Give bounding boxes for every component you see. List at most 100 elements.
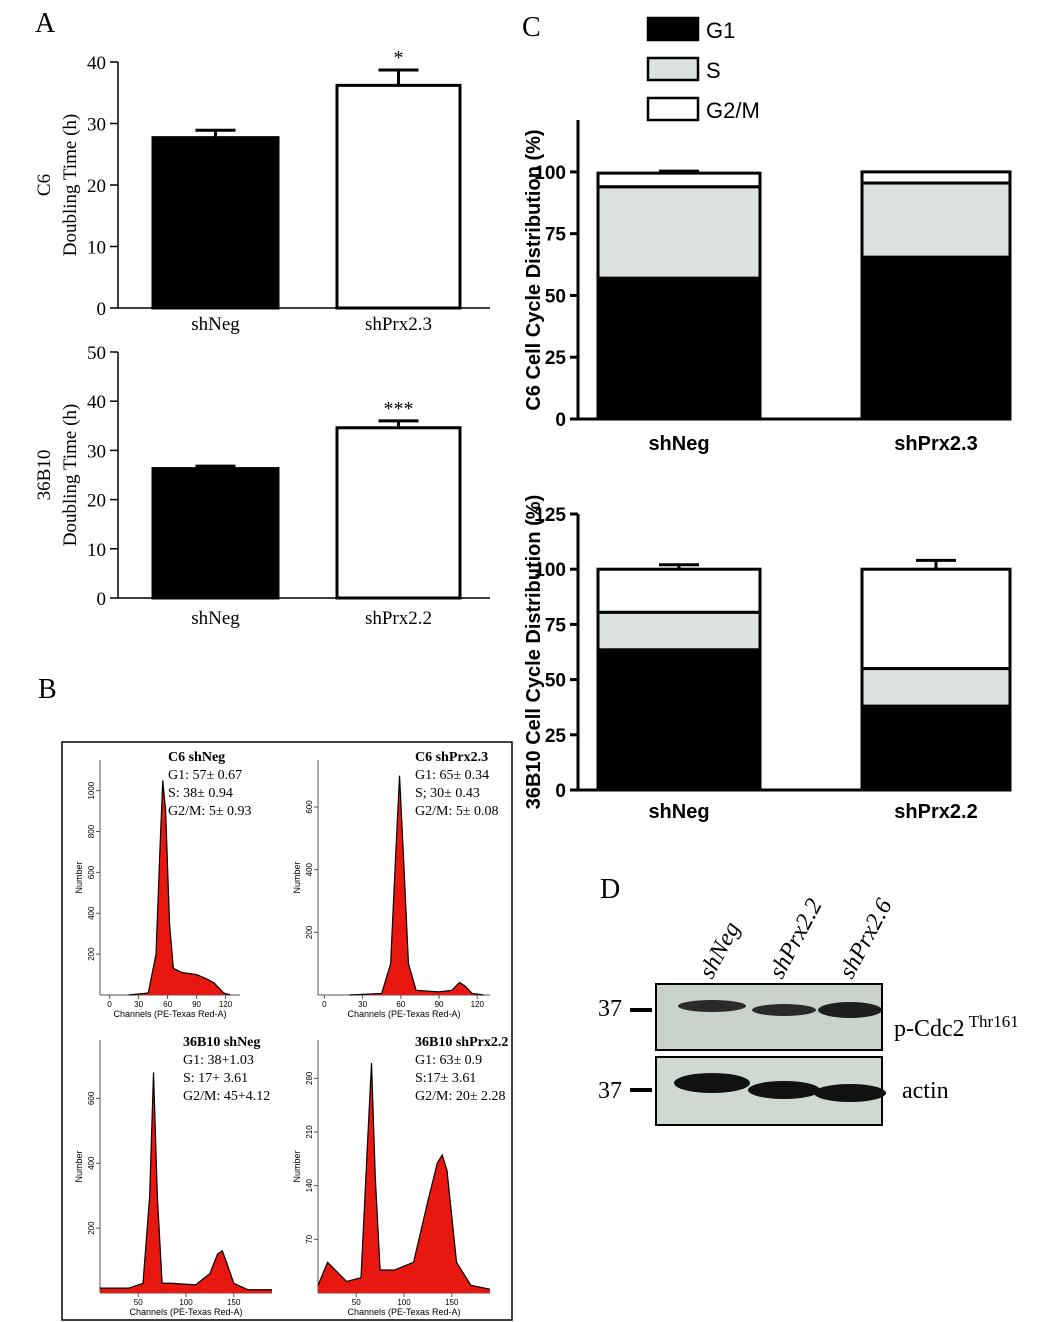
y-tick-label: 0 — [97, 589, 107, 610]
y-tick-label: 50 — [87, 343, 106, 364]
flow-stat: G1: 57± 0.67 — [168, 768, 242, 783]
bar-segment — [860, 667, 1012, 708]
legend-swatch — [646, 96, 700, 122]
flow-stat: G2/M: 5± 0.93 — [168, 804, 252, 819]
band — [748, 1081, 820, 1099]
flow-stat: S:17± 3.61 — [415, 1071, 476, 1086]
annotation: *** — [384, 398, 414, 420]
y-tick-label: 70 — [305, 1234, 314, 1243]
x-tick-label: 100 — [179, 1298, 193, 1307]
y-tick-label: 200 — [87, 947, 96, 961]
panel-b-frame — [61, 741, 513, 1321]
marker-label: 37 — [598, 1078, 622, 1104]
legend-label: G1 — [706, 18, 735, 43]
bar-segment — [596, 171, 762, 189]
flow-stat: G2/M: 45+4.12 — [183, 1089, 270, 1104]
y-tick-label: 400 — [87, 906, 96, 920]
y-tick-label: 210 — [305, 1125, 314, 1139]
legend-label: S — [706, 58, 721, 83]
histogram-area — [318, 1063, 490, 1293]
bar — [335, 426, 462, 600]
flow-stat: S; 30± 0.43 — [415, 786, 480, 801]
band-label-text: p-Cdc2 — [894, 1016, 965, 1042]
marker-label: 37 — [598, 996, 622, 1022]
lane-label: shPrx2.6 — [834, 895, 897, 983]
y-tick-label: 1000 — [87, 781, 96, 799]
x-tick-label: 0 — [107, 1000, 112, 1009]
flow-stat: G2/M: 20± 2.28 — [415, 1089, 506, 1104]
x-tick-label: 60 — [163, 1000, 172, 1009]
panel-label: C — [522, 12, 541, 43]
y-axis-label: C6 — [34, 174, 55, 196]
y-tick-label: 20 — [87, 176, 106, 197]
histogram-area — [100, 1072, 272, 1293]
bar-segment — [860, 170, 1012, 185]
bar-segment — [860, 567, 1012, 671]
band — [678, 1000, 746, 1012]
flow-stat: G2/M: 5± 0.08 — [415, 804, 499, 819]
y-axis-label: 36B10 — [34, 450, 55, 501]
x-tick-label: 0 — [322, 1000, 327, 1009]
y-axis-label: Doubling Time (h) — [60, 404, 81, 547]
x-tick-label: shPrx2.2 — [365, 608, 432, 629]
histogram-outline — [128, 780, 231, 996]
bar — [151, 136, 280, 310]
band — [674, 1073, 750, 1093]
x-tick-label: shNeg — [191, 608, 240, 629]
x-tick-label: 60 — [396, 1000, 405, 1009]
bar-segment — [860, 704, 1012, 792]
x-tick-label: shNeg — [191, 314, 240, 335]
y-tick-label: 400 — [87, 1156, 96, 1170]
flow-title: C6 shPrx2.3 — [415, 750, 488, 765]
legend-swatch — [646, 56, 700, 82]
y-axis-label: C6 Cell Cycle Distribution (%) — [523, 129, 545, 410]
y-tick-label: 10 — [87, 238, 106, 259]
y-tick-label: 40 — [87, 392, 106, 413]
x-tick-label: 150 — [445, 1298, 459, 1307]
x-axis-label: Channels (PE-Texas Red-A) — [129, 1307, 242, 1317]
y-tick-label: 200 — [87, 1221, 96, 1235]
x-tick-label: shNeg — [648, 433, 709, 455]
panel-label: A — [35, 8, 56, 39]
flow-stat: G1: 65± 0.34 — [415, 768, 489, 783]
band — [818, 1002, 882, 1018]
band-label-superscript: Thr161 — [969, 1012, 1019, 1031]
bar — [335, 83, 462, 310]
y-tick-label: 75 — [545, 615, 567, 636]
y-tick-label: 0 — [555, 781, 566, 802]
y-axis-label: Number — [74, 861, 84, 893]
y-tick-label: 600 — [87, 1091, 96, 1105]
y-tick-label: 40 — [87, 53, 106, 74]
bar-segment — [860, 181, 1012, 259]
panel-label: D — [600, 874, 620, 905]
bar-segment — [596, 185, 762, 280]
y-tick-label: 100 — [534, 560, 566, 581]
x-tick-label: 30 — [134, 1000, 143, 1009]
y-axis-label: Number — [74, 1150, 84, 1182]
x-tick-label: 50 — [352, 1298, 361, 1307]
band — [752, 1004, 816, 1016]
x-tick-label: 120 — [471, 1000, 485, 1009]
x-tick-label: shPrx2.3 — [365, 314, 432, 335]
flow-title: 36B10 shPrx2.2 — [415, 1035, 508, 1050]
x-tick-label: 50 — [134, 1298, 143, 1307]
bar — [151, 467, 280, 600]
histogram-outline — [349, 775, 484, 996]
y-tick-label: 25 — [545, 348, 567, 369]
flow-title: C6 shNeg — [168, 750, 225, 765]
y-axis-label: Number — [292, 861, 302, 893]
y-axis-label: Doubling Time (h) — [60, 114, 81, 257]
y-tick-label: 50 — [545, 671, 566, 692]
y-tick-label: 25 — [545, 726, 567, 747]
y-tick-label: 800 — [87, 824, 96, 838]
bar-segment — [860, 255, 1012, 421]
x-axis-label: Channels (PE-Texas Red-A) — [347, 1009, 460, 1019]
lane-label: shPrx2.2 — [764, 895, 827, 983]
y-tick-label: 200 — [305, 925, 314, 939]
y-tick-label: 600 — [87, 865, 96, 879]
y-tick-label: 600 — [305, 800, 314, 814]
annotation: * — [394, 47, 404, 69]
x-tick-label: 90 — [435, 1000, 444, 1009]
